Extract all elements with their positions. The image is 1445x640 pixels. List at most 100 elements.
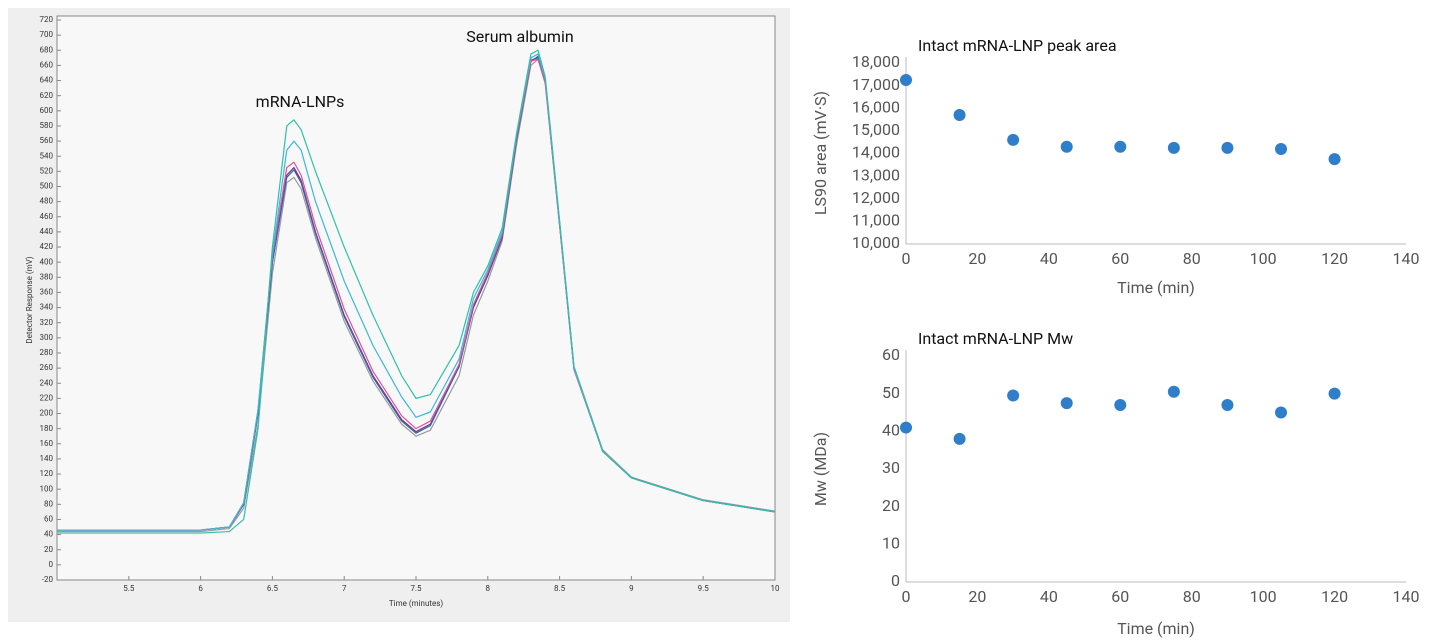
y-tick-label: 440 bbox=[40, 227, 54, 236]
x-tick-label: 8.5 bbox=[554, 584, 566, 593]
x-tick-label: 40 bbox=[1040, 249, 1058, 268]
x-tick-label: 9 bbox=[629, 584, 634, 593]
y-tick-label: 10 bbox=[882, 534, 900, 553]
y-tick-label: 400 bbox=[40, 257, 54, 266]
x-tick-label: 5.5 bbox=[123, 584, 135, 593]
y-tick-label: 320 bbox=[40, 318, 54, 327]
y-tick-label: 80 bbox=[44, 499, 53, 508]
y-tick-label: 40 bbox=[44, 530, 53, 539]
data-point bbox=[1060, 140, 1073, 153]
y-tick-label: 40 bbox=[882, 421, 900, 440]
y-tick-label: 540 bbox=[40, 151, 54, 160]
x-tick-label: 0 bbox=[902, 249, 911, 268]
y-tick-label: 10,000 bbox=[852, 233, 900, 252]
annotation: mRNA-LNPs bbox=[256, 92, 345, 111]
x-tick-label: 60 bbox=[1111, 249, 1129, 268]
y-axis-label: Mw (MDa) bbox=[811, 432, 830, 506]
y-axis-label: LS90 area (mV·S) bbox=[811, 91, 830, 215]
x-tick-label: 7 bbox=[342, 584, 347, 593]
data-point bbox=[1275, 142, 1287, 155]
y-tick-label: 14,000 bbox=[852, 143, 900, 162]
y-tick-label: 100 bbox=[40, 484, 54, 493]
y-tick-label: 460 bbox=[40, 212, 54, 221]
y-tick-label: 700 bbox=[40, 30, 54, 39]
y-tick-label: 60 bbox=[44, 515, 53, 524]
data-point bbox=[1114, 398, 1127, 411]
y-tick-label: 200 bbox=[40, 409, 54, 418]
x-axis-label: Time (min) bbox=[1117, 619, 1195, 638]
y-tick-label: 620 bbox=[40, 91, 54, 100]
y-tick-label: 120 bbox=[40, 469, 54, 478]
y-tick-label: 16,000 bbox=[852, 97, 900, 116]
y-tick-label: 360 bbox=[40, 288, 54, 297]
y-tick-label: -20 bbox=[42, 575, 54, 584]
y-tick-label: 420 bbox=[40, 242, 54, 251]
x-tick-label: 100 bbox=[1250, 587, 1277, 606]
x-tick-label: 80 bbox=[1183, 249, 1201, 268]
y-tick-label: 0 bbox=[49, 560, 54, 569]
x-axis-label: Time (min) bbox=[1117, 278, 1195, 297]
y-tick-label: 520 bbox=[40, 166, 54, 175]
data-point bbox=[1114, 140, 1127, 153]
y-tick-label: 50 bbox=[882, 383, 900, 402]
x-tick-label: 6 bbox=[198, 584, 203, 593]
data-point bbox=[1221, 141, 1234, 154]
y-tick-label: 280 bbox=[40, 348, 54, 357]
x-tick-label: 9.5 bbox=[698, 584, 710, 593]
data-point bbox=[1328, 153, 1341, 166]
data-point bbox=[1167, 141, 1180, 154]
x-tick-label: 80 bbox=[1183, 587, 1201, 606]
x-tick-label: 10 bbox=[771, 584, 780, 593]
y-tick-label: 60 bbox=[882, 345, 900, 364]
x-tick-label: 20 bbox=[968, 587, 986, 606]
x-tick-label: 8 bbox=[486, 584, 491, 593]
x-tick-label: 120 bbox=[1321, 249, 1348, 268]
plot-area bbox=[56, 15, 776, 581]
x-tick-label: 120 bbox=[1321, 587, 1348, 606]
y-tick-label: 560 bbox=[40, 136, 54, 145]
y-tick-label: 500 bbox=[40, 182, 54, 191]
y-tick-label: 11,000 bbox=[852, 211, 900, 230]
y-tick-label: 660 bbox=[40, 61, 54, 70]
y-tick-label: 640 bbox=[40, 76, 54, 85]
chart-title: Intact mRNA-LNP peak area bbox=[918, 36, 1117, 55]
y-tick-label: 20 bbox=[44, 545, 53, 554]
x-tick-label: 0 bbox=[902, 587, 911, 606]
y-tick-label: 18,000 bbox=[852, 52, 900, 71]
y-tick-label: 600 bbox=[40, 106, 54, 115]
data-point bbox=[953, 109, 966, 122]
data-point bbox=[953, 432, 966, 445]
data-point bbox=[1007, 133, 1020, 146]
data-point bbox=[1221, 398, 1234, 411]
y-tick-label: 380 bbox=[40, 272, 54, 281]
y-axis-label: Detector Response (mV) bbox=[25, 256, 34, 343]
x-tick-label: 100 bbox=[1250, 249, 1277, 268]
x-tick-label: 20 bbox=[968, 249, 986, 268]
y-tick-label: 20 bbox=[882, 496, 900, 515]
data-point bbox=[1167, 385, 1180, 398]
y-tick-label: 13,000 bbox=[852, 165, 900, 184]
x-tick-label: 7.5 bbox=[410, 584, 422, 593]
y-tick-label: 30 bbox=[882, 458, 900, 477]
y-tick-label: 480 bbox=[40, 197, 54, 206]
data-point bbox=[1007, 389, 1020, 402]
x-tick-label: 40 bbox=[1040, 587, 1058, 606]
data-point bbox=[900, 73, 912, 86]
data-point bbox=[1060, 397, 1073, 410]
data-point bbox=[1328, 387, 1341, 400]
y-tick-label: 680 bbox=[40, 45, 54, 54]
x-axis-label: Time (minutes) bbox=[389, 599, 443, 608]
chart-title: Intact mRNA-LNP Mw bbox=[918, 329, 1073, 348]
x-tick-label: 6.5 bbox=[267, 584, 279, 593]
y-tick-label: 160 bbox=[40, 439, 54, 448]
y-tick-label: 12,000 bbox=[852, 188, 900, 207]
x-tick-label: 140 bbox=[1393, 249, 1420, 268]
y-tick-label: 340 bbox=[40, 303, 54, 312]
y-tick-label: 240 bbox=[40, 378, 54, 387]
y-tick-label: 300 bbox=[40, 333, 54, 342]
y-tick-label: 140 bbox=[40, 454, 54, 463]
y-tick-label: 17,000 bbox=[852, 75, 900, 94]
data-point bbox=[1275, 406, 1287, 419]
